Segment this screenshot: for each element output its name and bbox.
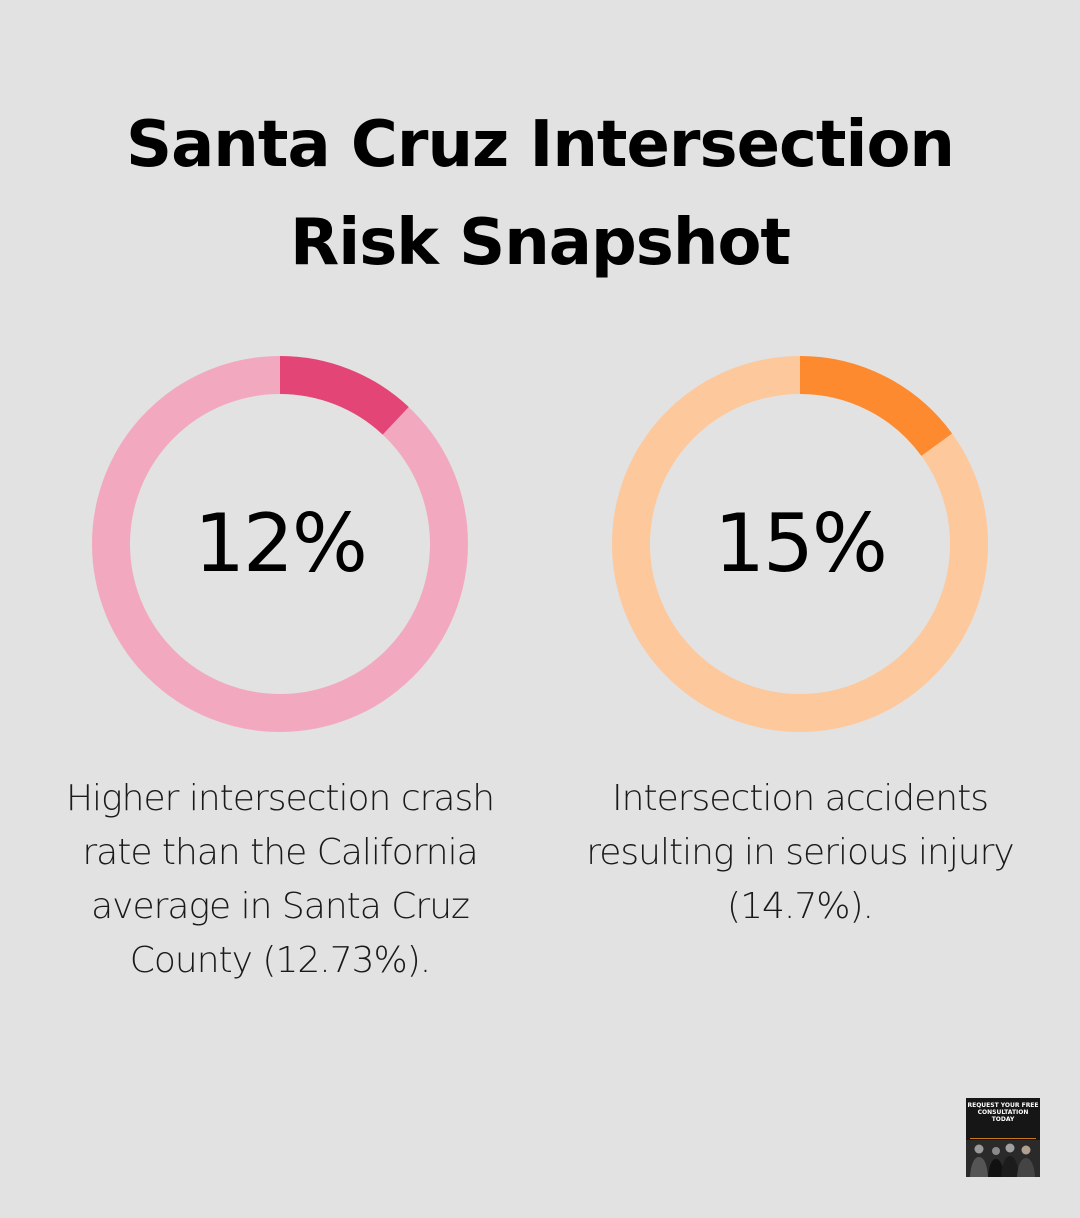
consultation-cta-button[interactable]: REQUEST YOUR FREE CONSULTATION TODAY — [966, 1098, 1040, 1177]
caption-crash-rate: Higher intersection crash rate than the … — [65, 778, 495, 981]
donut-value-label: 15% — [714, 497, 888, 590]
donut-chart-serious-injury: 15% — [610, 354, 990, 734]
cta-label: REQUEST YOUR FREE CONSULTATION TODAY — [967, 1102, 1039, 1123]
donut-value-arc — [279, 356, 409, 435]
page-title: Santa Cruz Intersection Risk Snapshot — [0, 96, 1080, 292]
donut-svg-serious-injury — [612, 356, 988, 732]
attorneys-photo-icon — [966, 1140, 1040, 1177]
donut-svg-crash-rate — [92, 356, 468, 732]
title-line-2: Risk Snapshot — [289, 206, 791, 280]
donut-chart-crash-rate: 12% — [90, 354, 470, 734]
title-line-1: Santa Cruz Intersection — [126, 108, 955, 182]
donut-value-label: 12% — [194, 497, 368, 590]
caption-serious-injury: Intersection accidents resulting in seri… — [586, 778, 1014, 927]
donut-value-arc — [799, 356, 953, 457]
cta-accent-line — [970, 1138, 1036, 1139]
